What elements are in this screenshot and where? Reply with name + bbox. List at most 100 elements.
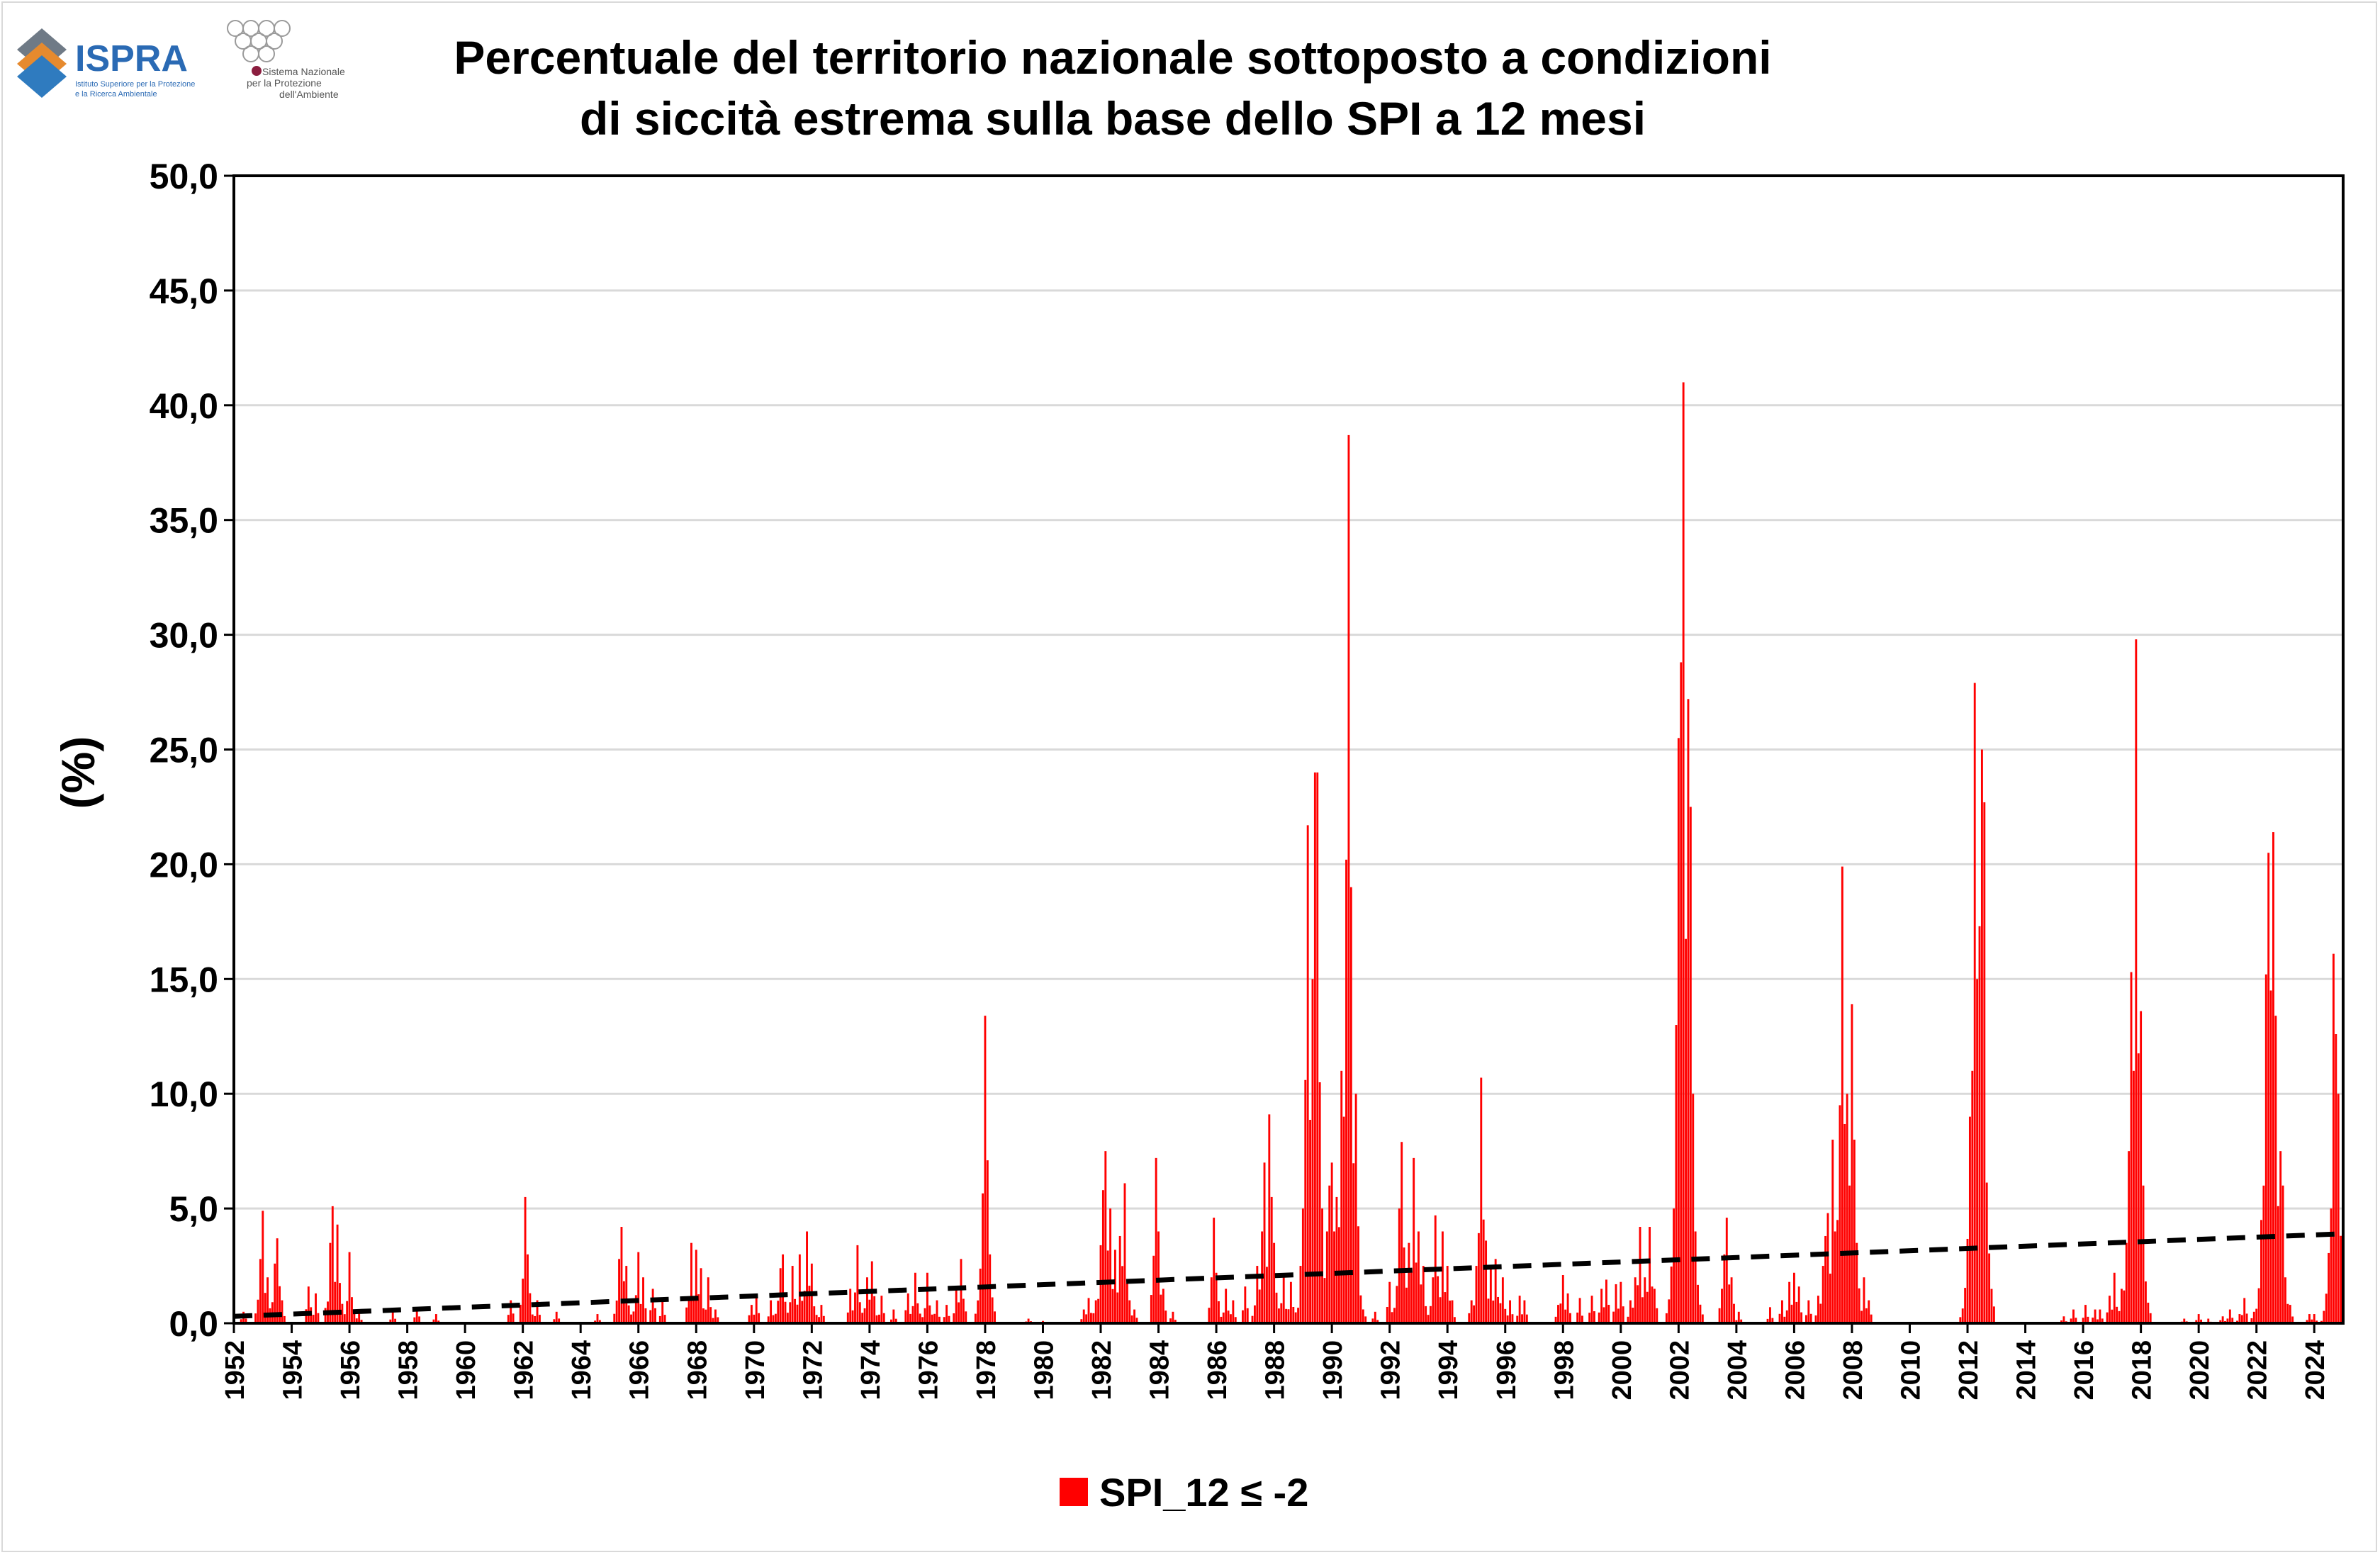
- bar: [1357, 1226, 1359, 1323]
- bar: [1834, 1231, 1836, 1323]
- bar: [1164, 1310, 1167, 1323]
- bar: [2325, 1293, 2328, 1323]
- x-tick-label: 1996: [1492, 1340, 1522, 1400]
- bar: [1439, 1297, 1442, 1323]
- bar: [712, 1318, 714, 1323]
- bar: [1853, 1139, 1856, 1323]
- bar: [1345, 859, 1347, 1323]
- bar: [1649, 1227, 1651, 1323]
- bar: [1795, 1301, 1798, 1323]
- bar: [1285, 1308, 1288, 1323]
- bar: [1473, 1305, 1476, 1323]
- bar: [846, 1312, 849, 1323]
- bar: [882, 1313, 885, 1323]
- bar: [2200, 1319, 2203, 1323]
- bar: [658, 1315, 661, 1323]
- bar: [630, 1314, 632, 1323]
- bar: [948, 1315, 950, 1323]
- bar: [1082, 1309, 1085, 1323]
- bar: [531, 1314, 534, 1323]
- bar: [1506, 1315, 1509, 1323]
- bar: [977, 1300, 979, 1323]
- bar: [613, 1313, 616, 1323]
- bar: [598, 1320, 601, 1323]
- bar: [717, 1317, 719, 1323]
- ispra-subtitle-1: Istituto Superiore per la Protezione: [75, 80, 195, 89]
- bar: [1246, 1308, 1249, 1323]
- bar: [943, 1317, 945, 1323]
- bar: [1275, 1292, 1278, 1323]
- bar: [919, 1313, 921, 1323]
- bar: [264, 1293, 266, 1323]
- bar: [815, 1315, 818, 1323]
- bar: [2130, 972, 2133, 1323]
- bar: [1501, 1277, 1504, 1323]
- bar: [2337, 1094, 2340, 1323]
- bar: [2277, 1206, 2279, 1323]
- bar: [1617, 1308, 1620, 1323]
- bar: [1637, 1285, 1639, 1323]
- bar: [276, 1238, 279, 1323]
- bar: [986, 1160, 989, 1323]
- bar: [1225, 1289, 1228, 1323]
- bar: [2245, 1313, 2248, 1323]
- bar: [921, 1317, 924, 1323]
- bar: [2111, 1309, 2114, 1323]
- bar: [2147, 1302, 2150, 1323]
- ispra-name: ISPRA: [75, 38, 188, 79]
- bar: [1499, 1303, 1502, 1323]
- bar: [2125, 1242, 2128, 1323]
- ispra-diamond-icon: [17, 28, 67, 98]
- bar: [851, 1310, 854, 1323]
- bar: [1287, 1309, 1290, 1323]
- bar: [2323, 1310, 2325, 1323]
- bar: [1492, 1300, 1495, 1323]
- bar: [240, 1319, 242, 1323]
- bar: [1359, 1295, 1362, 1323]
- bar: [982, 1193, 984, 1323]
- bar: [1841, 866, 1843, 1323]
- bar: [2281, 1185, 2284, 1323]
- bar-series: [240, 382, 2345, 1324]
- bar: [1213, 1218, 1216, 1323]
- bar: [782, 1254, 785, 1323]
- bar: [1561, 1275, 1564, 1323]
- trend-series: [233, 1231, 2344, 1319]
- bar: [1220, 1316, 1223, 1323]
- bar: [690, 1242, 692, 1323]
- bar: [750, 1305, 753, 1323]
- x-tick-label: 1968: [683, 1340, 712, 1400]
- bar: [1429, 1306, 1432, 1323]
- bar: [687, 1300, 690, 1323]
- bar: [413, 1317, 416, 1323]
- bar: [818, 1317, 820, 1323]
- bar: [1721, 1289, 1723, 1323]
- x-tick-label: 2014: [2012, 1340, 2042, 1400]
- bar: [1427, 1315, 1430, 1323]
- bar: [1656, 1308, 1658, 1323]
- bar: [926, 1272, 928, 1323]
- bar: [1976, 979, 1979, 1323]
- bar: [1258, 1289, 1261, 1323]
- bar: [1504, 1308, 1507, 1323]
- bar: [2132, 1070, 2135, 1323]
- bar: [1725, 1218, 1728, 1323]
- bar: [661, 1300, 664, 1323]
- chart-title: Percentuale del territorio nazionale sot…: [425, 27, 1800, 149]
- bar: [1162, 1289, 1164, 1323]
- bar: [2264, 974, 2267, 1323]
- bar: [1590, 1296, 1593, 1323]
- x-tick-label: 2004: [1723, 1340, 1753, 1400]
- bar: [1413, 1157, 1415, 1323]
- bar: [904, 1310, 907, 1323]
- bar: [1306, 825, 1309, 1323]
- bar: [1446, 1266, 1449, 1323]
- bar: [1973, 683, 1976, 1323]
- bar: [2286, 1303, 2289, 1323]
- bar: [1208, 1308, 1211, 1323]
- bar: [1680, 662, 1683, 1323]
- bar: [1509, 1300, 1511, 1323]
- y-tick-label: 40,0: [150, 386, 218, 426]
- bar: [1328, 1185, 1331, 1323]
- bar: [962, 1298, 965, 1323]
